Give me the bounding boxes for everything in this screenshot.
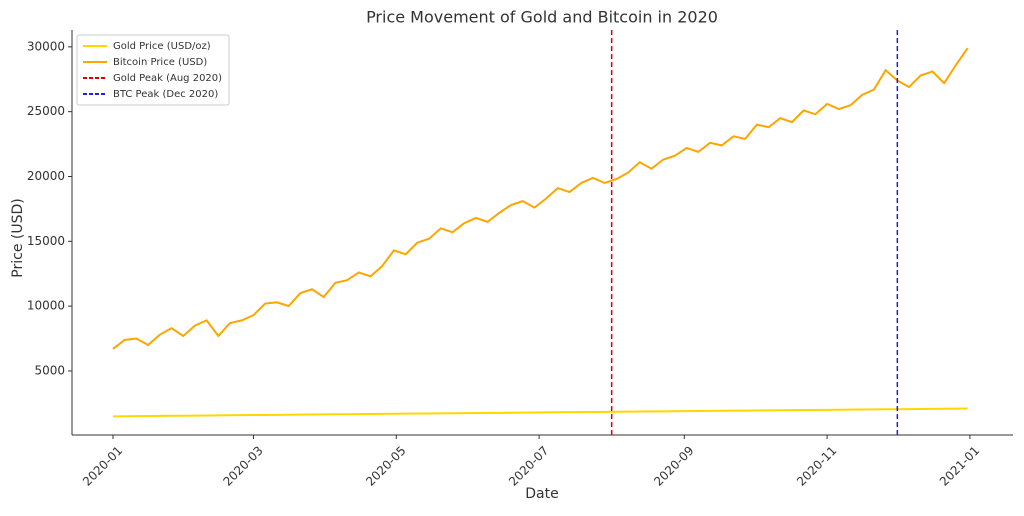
- y-tick-label: 10000: [27, 299, 65, 313]
- legend-label: Gold Price (USD/oz): [113, 41, 211, 52]
- x-tick-label: 2021-01: [937, 443, 982, 488]
- y-axis-label: Price (USD): [10, 198, 26, 277]
- x-tick-label: 2020-05: [363, 443, 408, 488]
- x-tick-label: 2020-07: [506, 443, 551, 488]
- y-tick-label: 20000: [27, 169, 65, 183]
- x-tick-label: 2020-03: [220, 443, 265, 488]
- x-tick-label: 2020-11: [794, 443, 839, 488]
- x-tick-label: 2020-01: [80, 443, 125, 488]
- chart-title: Price Movement of Gold and Bitcoin in 20…: [366, 8, 718, 27]
- x-axis-label: Date: [525, 486, 558, 502]
- series-line: [112, 407, 968, 418]
- y-tick-label: 5000: [34, 363, 65, 377]
- legend-label: BTC Peak (Dec 2020): [113, 89, 218, 100]
- y-tick-label: 15000: [27, 234, 65, 248]
- legend-box: [76, 34, 230, 106]
- legend-label: Gold Peak (Aug 2020): [113, 73, 222, 84]
- y-tick-label: 30000: [27, 39, 65, 53]
- y-tick-label: 25000: [27, 104, 65, 118]
- series-line: [112, 47, 969, 350]
- legend-label: Bitcoin Price (USD): [113, 57, 207, 68]
- x-tick-label: 2020-09: [651, 443, 696, 488]
